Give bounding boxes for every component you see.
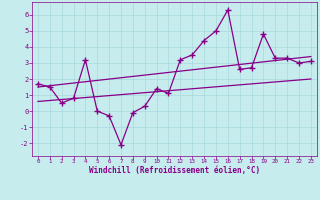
X-axis label: Windchill (Refroidissement éolien,°C): Windchill (Refroidissement éolien,°C): [89, 166, 260, 175]
